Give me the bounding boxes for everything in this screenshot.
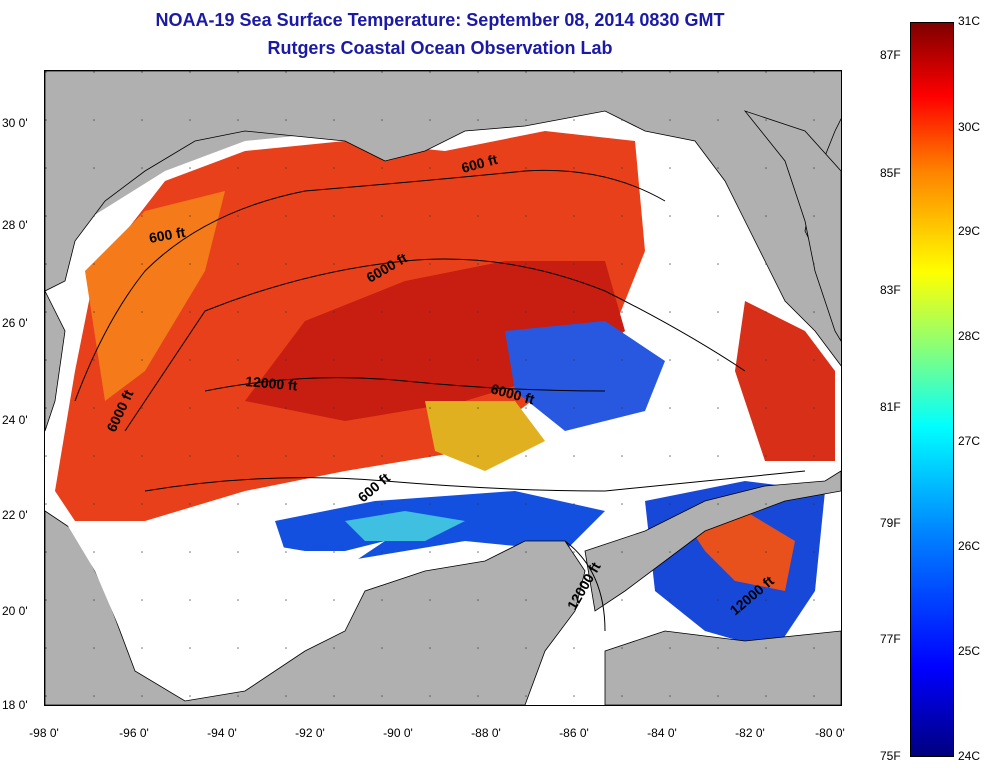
colorbar-c-label: 26C <box>958 539 981 553</box>
lon-tick: -80 0' <box>815 726 845 740</box>
colorbar-c-label: 30C <box>958 120 981 134</box>
lon-tick: -98 0' <box>29 726 59 740</box>
colorbar-c-label: 27C <box>958 434 981 448</box>
colorbar-f-label: 79F <box>880 516 901 530</box>
colorbar-c-label: 24C <box>958 749 981 763</box>
colorbar-c-label: 29C <box>958 224 981 238</box>
temperature-colorbar <box>910 22 954 757</box>
lon-tick: -92 0' <box>295 726 325 740</box>
lon-tick: -82 0' <box>735 726 765 740</box>
lat-tick: 30 0' <box>2 116 28 130</box>
lon-tick: -90 0' <box>383 726 413 740</box>
sst-map: 600 ft 600 ft 6000 ft 6000 ft 12000 ft 6… <box>44 70 842 706</box>
lat-tick: 20 0' <box>2 604 28 618</box>
lat-tick: 22 0' <box>2 508 28 522</box>
map-subtitle: Rutgers Coastal Ocean Observation Lab <box>267 38 613 58</box>
lon-tick: -86 0' <box>559 726 589 740</box>
lat-tick: 24 0' <box>2 413 28 427</box>
lat-tick: 18 0' <box>2 698 28 712</box>
contour-label: 600 ft <box>148 224 187 246</box>
colorbar-f-label: 77F <box>880 632 901 646</box>
lon-tick: -88 0' <box>471 726 501 740</box>
colorbar-f-label: 83F <box>880 283 901 297</box>
colorbar-c-label: 31C <box>958 14 981 28</box>
lon-tick: -96 0' <box>119 726 149 740</box>
lon-tick: -94 0' <box>207 726 237 740</box>
colorbar-f-label: 75F <box>880 749 901 763</box>
colorbar-c-label: 25C <box>958 644 981 658</box>
colorbar-f-label: 81F <box>880 400 901 414</box>
contour-label: 12000 ft <box>245 373 299 394</box>
map-title: NOAA-19 Sea Surface Temperature: Septemb… <box>155 10 725 30</box>
colorbar-f-label: 85F <box>880 166 901 180</box>
grid-dots <box>45 71 841 705</box>
lat-tick: 28 0' <box>2 218 28 232</box>
colorbar-f-label: 87F <box>880 48 901 62</box>
colorbar-c-label: 28C <box>958 329 981 343</box>
lon-tick: -84 0' <box>647 726 677 740</box>
lat-tick: 26 0' <box>2 316 28 330</box>
